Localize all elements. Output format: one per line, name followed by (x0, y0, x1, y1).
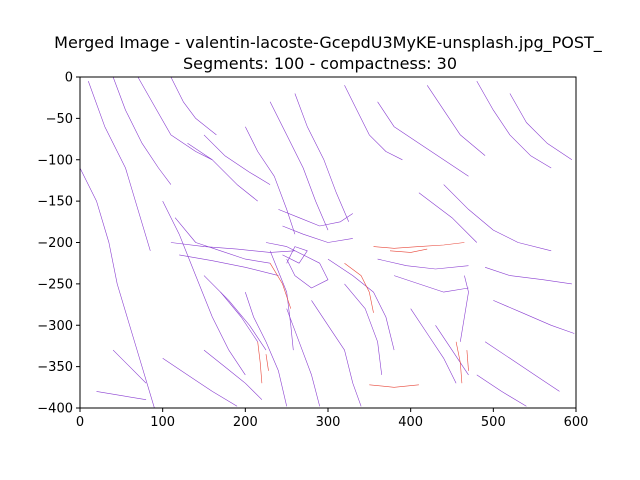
series-0-line-26 (476, 374, 527, 407)
plot-area (79, 76, 575, 409)
y-tick-label: −250 (37, 277, 73, 292)
series-0-line-23 (485, 267, 572, 285)
series-0-line-5 (187, 142, 258, 202)
y-tick-label: −400 (37, 402, 73, 417)
series-1-line-8 (269, 263, 292, 309)
series-0-line-44 (269, 250, 294, 351)
series-0-line-8 (174, 217, 271, 264)
y-tick-label: −200 (37, 236, 73, 251)
series-0-line-29 (311, 300, 362, 407)
y-tick-label: 0 (65, 71, 73, 86)
series-0-line-6 (203, 134, 271, 185)
series-0-line-27 (327, 258, 395, 351)
series-0-line-45 (460, 275, 469, 342)
series-0-line-19 (476, 80, 552, 169)
series-0-line-3 (137, 76, 213, 161)
series-0-line-11 (203, 275, 267, 351)
series-0-line-21 (443, 184, 552, 252)
series-0-line-18 (426, 85, 486, 156)
x-tick-label: 400 (398, 415, 423, 430)
series-0-line-0 (79, 167, 155, 409)
series-0-line-14 (269, 101, 329, 231)
series-0-line-15 (294, 93, 349, 222)
series-1-line-6 (466, 350, 469, 371)
y-axis: 0 −50 −100 −150 −200 −250 −300 −350 −400 (37, 71, 80, 417)
series-1-line-0 (373, 242, 465, 249)
series-0-line-7 (162, 200, 246, 376)
series-0-line-30 (286, 308, 320, 407)
chart-title-line-1: Merged Image - valentin-lacoste-GcepdU3M… (54, 33, 602, 52)
series-0-line-35 (435, 325, 469, 376)
chart-title-line-2: Segments: 100 - compactness: 30 (183, 54, 457, 73)
series-0-line-41 (282, 225, 353, 243)
series-0-line-31 (245, 292, 287, 407)
series-0-line-22 (418, 192, 478, 243)
series-1-line-5 (455, 341, 463, 384)
x-tick-label: 500 (481, 415, 506, 430)
x-tick-label: 0 (76, 415, 84, 430)
series-1-line-2 (344, 262, 374, 313)
x-axis: 0 100 200 300 400 500 600 (76, 408, 589, 430)
y-tick-label: −150 (37, 195, 73, 210)
series-0-line-17 (377, 101, 469, 177)
series-0-line-25 (484, 341, 560, 392)
series-0-line-42 (265, 242, 329, 289)
y-tick-label: −350 (37, 360, 73, 375)
series-1-line-4 (265, 354, 269, 371)
series-0-line-40 (278, 209, 353, 227)
y-tick-label: −50 (46, 112, 73, 127)
x-tick-label: 600 (564, 415, 589, 430)
y-tick-label: −300 (37, 319, 73, 334)
series-0-line-43 (282, 246, 308, 264)
series-0-line-39 (112, 349, 147, 384)
series-0-line-4 (170, 76, 217, 136)
series-0-line-13 (245, 126, 296, 235)
series-0-line-20 (509, 93, 573, 161)
series-0-line-12 (220, 291, 258, 342)
series-0-line-24 (493, 300, 575, 334)
series-1-line-3 (257, 341, 263, 384)
series-0-line-36 (203, 349, 263, 400)
x-tick-label: 200 (233, 415, 258, 430)
x-tick-label: 300 (316, 415, 341, 430)
series-0-line-34 (410, 308, 457, 384)
x-tick-label: 100 (150, 415, 175, 430)
y-tick-label: −100 (37, 153, 73, 168)
series-0-line-9 (170, 242, 295, 253)
series-1-line-1 (389, 248, 428, 253)
series-0-line-32 (394, 275, 469, 293)
series-0-line-33 (377, 258, 469, 270)
series-0-line-1 (88, 80, 151, 251)
series-0-line-10 (179, 254, 279, 276)
series-1-line-7 (369, 384, 419, 388)
series-0-line-2 (112, 76, 172, 185)
series-0-line-28 (344, 283, 382, 375)
series-0-line-16 (344, 85, 403, 161)
series-0-line-38 (96, 391, 147, 400)
series-0-line-37 (162, 358, 238, 407)
